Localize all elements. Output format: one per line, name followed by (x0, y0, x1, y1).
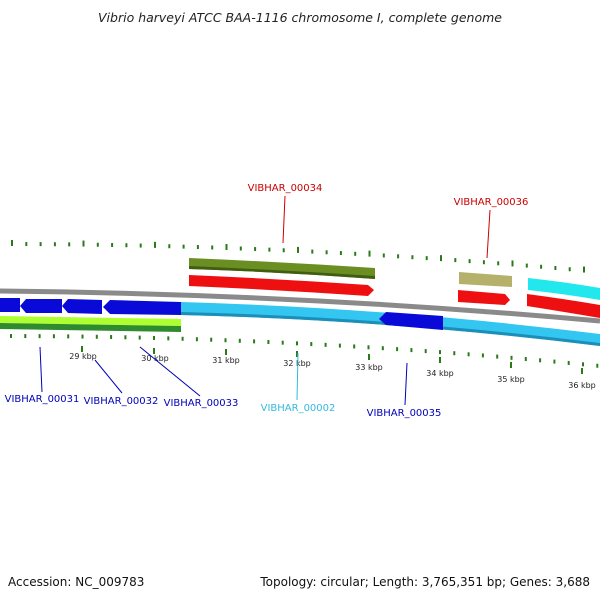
gene-arrow-vibhar-00034[interactable] (189, 275, 374, 296)
gene-bar-khaki[interactable] (459, 272, 512, 287)
tick-label-34: 34 kbp (426, 369, 454, 378)
gene-label-vibhar-00031[interactable]: VIBHAR_00031 (5, 394, 80, 405)
gene-arrow-red-right[interactable] (527, 294, 600, 318)
feature-track-upper (189, 258, 600, 318)
label-leader-lines (39, 195, 491, 406)
gene-arrow-vibhar-00033b[interactable] (103, 300, 181, 315)
gene-label-vibhar-00035[interactable]: VIBHAR_00035 (367, 408, 442, 419)
gene-bar-green[interactable] (0, 323, 181, 332)
tick-label-32: 32 kbp (283, 359, 311, 368)
gene-bar-lime[interactable] (0, 316, 181, 326)
gene-bar-cyan[interactable] (528, 278, 600, 300)
gene-arrow-vibhar-00031[interactable] (0, 298, 20, 312)
gene-arrow-vibhar-00032[interactable] (20, 299, 62, 313)
topology-summary-text: Topology: circular; Length: 3,765,351 bp… (259, 575, 590, 589)
map-title: Vibrio harveyi ATCC BAA-1116 chromosome … (98, 10, 502, 25)
gene-label-vibhar-00032[interactable]: VIBHAR_00032 (84, 396, 159, 407)
leader-vibhar-00036 (486, 209, 491, 259)
accession-text: Accession: NC_009783 (8, 575, 144, 589)
gene-track-light-blue-edge (181, 312, 600, 346)
gene-label-vibhar-00002[interactable]: VIBHAR_00002 (261, 403, 336, 414)
tick-labels: 29 kbp 30 kbp 31 kbp 32 kbp 33 kbp 34 kb… (69, 352, 596, 390)
gene-label-vibhar-00036[interactable]: VIBHAR_00036 (454, 197, 529, 208)
tick-label-36: 36 kbp (568, 381, 596, 390)
gene-arrow-vibhar-00033[interactable] (62, 299, 102, 314)
gene-arrow-vibhar-00035[interactable] (379, 312, 443, 330)
tick-label-30: 30 kbp (141, 354, 169, 363)
tick-label-33: 33 kbp (355, 363, 383, 372)
gene-arrow-vibhar-00036[interactable] (458, 290, 510, 305)
minor-tick-marks (10, 240, 599, 368)
tick-label-31: 31 kbp (212, 356, 240, 365)
gene-labels: VIBHAR_00034 VIBHAR_00036 VIBHAR_00031 V… (5, 183, 529, 419)
major-tick-marks (81, 346, 583, 374)
genome-backbone (0, 288, 600, 324)
tick-label-35: 35 kbp (497, 375, 525, 384)
feature-track-lower (0, 298, 600, 346)
gene-bar-vibhar-00034-olive-shade (189, 266, 375, 279)
leader-vibhar-00034 (282, 195, 286, 244)
tick-label-29: 29 kbp (69, 352, 97, 361)
leader-vibhar-00033 (139, 346, 201, 397)
leader-vibhar-00031 (39, 346, 43, 393)
gene-label-vibhar-00033[interactable]: VIBHAR_00033 (164, 398, 239, 409)
leader-vibhar-00002 (296, 352, 299, 401)
leader-vibhar-00032 (94, 359, 123, 394)
leader-vibhar-00035 (404, 362, 408, 406)
gene-label-vibhar-00034[interactable]: VIBHAR_00034 (248, 183, 323, 194)
